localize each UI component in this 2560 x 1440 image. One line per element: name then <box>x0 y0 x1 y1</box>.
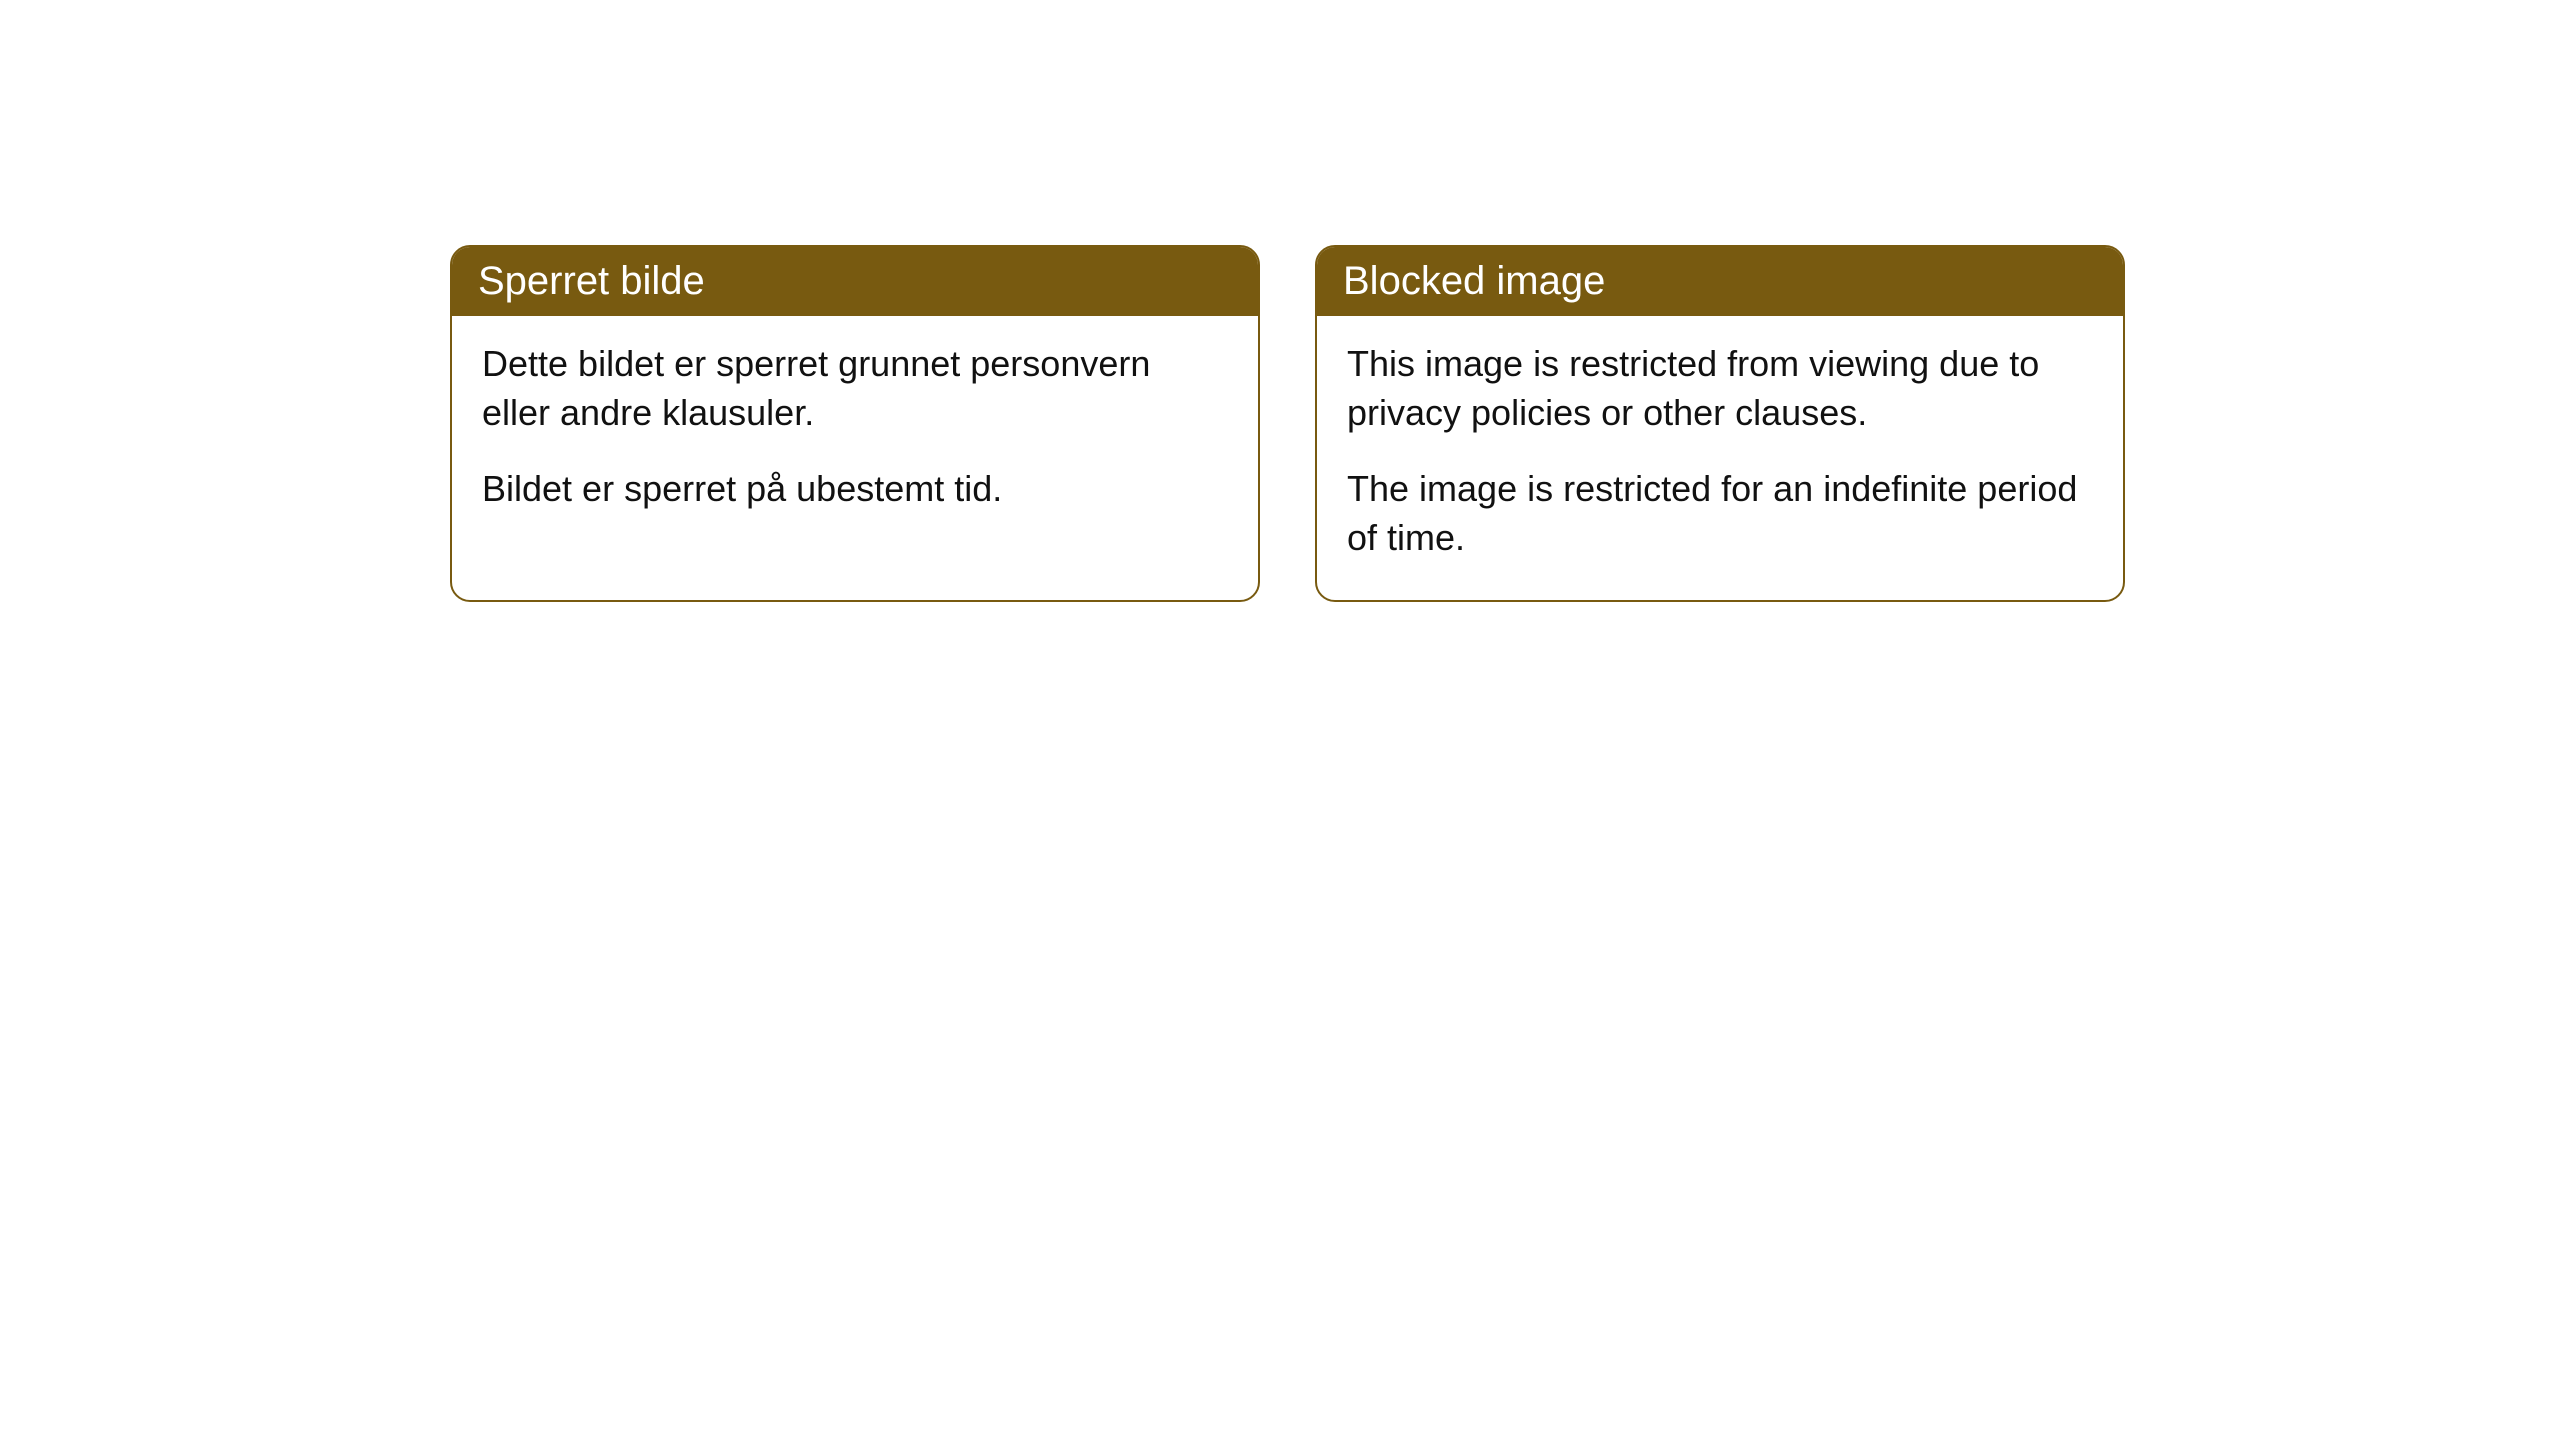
blocked-image-card-norwegian: Sperret bilde Dette bildet er sperret gr… <box>450 245 1260 602</box>
card-body-english: This image is restricted from viewing du… <box>1317 316 2123 600</box>
card-paragraph-1: This image is restricted from viewing du… <box>1347 340 2093 437</box>
notice-cards-container: Sperret bilde Dette bildet er sperret gr… <box>450 245 2125 602</box>
card-header-norwegian: Sperret bilde <box>452 247 1258 316</box>
card-paragraph-2: The image is restricted for an indefinit… <box>1347 465 2093 562</box>
card-header-english: Blocked image <box>1317 247 2123 316</box>
card-body-norwegian: Dette bildet er sperret grunnet personve… <box>452 316 1258 552</box>
card-paragraph-2: Bildet er sperret på ubestemt tid. <box>482 465 1228 514</box>
blocked-image-card-english: Blocked image This image is restricted f… <box>1315 245 2125 602</box>
card-paragraph-1: Dette bildet er sperret grunnet personve… <box>482 340 1228 437</box>
